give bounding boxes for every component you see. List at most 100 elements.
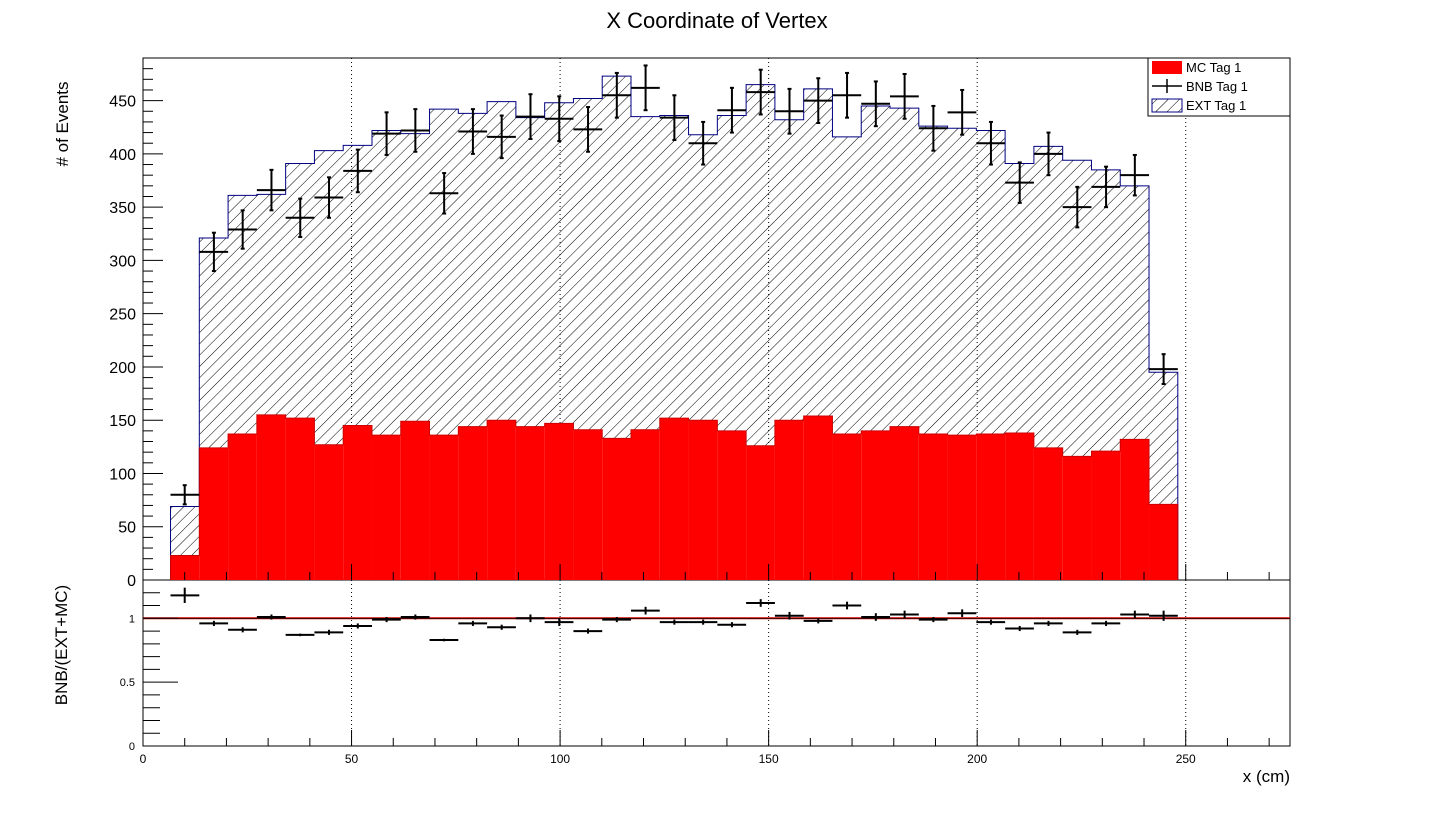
ratio-point [803,618,833,624]
mc-bar [1149,504,1178,580]
bnb-point [343,148,372,194]
ratio-point [918,617,948,623]
mc-bar [199,447,229,580]
ext-bar [1005,163,1034,433]
mc-bar [1091,451,1121,580]
x-axis-label: x (cm) [1243,767,1290,786]
ratio-plot-frame [142,579,1291,747]
ratio-point [688,619,718,625]
mc-bar [458,426,488,580]
ext-bar [774,119,804,421]
mc-bar [976,434,1006,580]
mc-bar [1062,456,1092,580]
mc-bar [890,426,919,580]
ratio-point [573,628,603,634]
ratio-point [170,587,200,603]
bnb-point [1062,185,1092,229]
ext-bar [170,506,200,556]
mc-bar [774,420,804,580]
y-tick-label: 300 [109,253,136,270]
ext-bar [1120,185,1150,440]
bnb-point [1091,165,1121,209]
y-tick-label: 200 [109,360,136,377]
bnb-point [573,106,603,153]
ext-bar [688,134,718,421]
bnb-point [1005,161,1034,204]
bnb-point [170,484,200,506]
bnb-point [803,77,833,124]
bnb-point [1120,153,1150,197]
bnb-point [458,108,488,155]
y-tick-label: 150 [109,413,136,430]
bnb-point [602,71,631,119]
legend-label-ext: EXT Tag 1 [1186,98,1246,113]
bnb-point [861,80,891,128]
ratio-point [400,614,430,620]
mc-bar [602,438,631,580]
mc-bar [256,414,286,580]
ext-bar [918,126,948,435]
ratio-point [1091,620,1121,626]
ratio-point [515,614,545,623]
ratio-point [314,629,344,635]
y-tick-label: 450 [109,94,136,111]
mc-bar [285,418,315,580]
ext-bar [947,128,977,436]
ratio-point [1062,629,1092,635]
mc-bar [947,435,977,580]
bnb-point [314,176,344,219]
ext-bar [717,115,747,431]
ext-bar [429,109,459,436]
y-tick-label: 400 [109,147,136,164]
ext-bar [976,130,1006,435]
ext-bar [890,108,919,427]
bnb-point [630,64,660,112]
ext-bar [1149,372,1178,505]
histogram-bars [170,75,1179,580]
mc-bar [1120,439,1150,580]
ratio-point [285,633,315,637]
x-tick-label: 0 [140,752,147,766]
bnb-point [688,120,718,166]
mc-bar [717,430,747,580]
ratio-tick-label: 0.5 [120,677,135,689]
bnb-point [1149,353,1178,385]
mc-bar [228,434,257,580]
bnb-point [659,94,689,142]
ratio-point [717,622,747,628]
legend-label-bnb: BNB Tag 1 [1186,79,1248,94]
ratio-point [659,619,689,625]
ext-bar [515,117,545,427]
ext-bar [371,130,401,436]
bnb-point [544,95,574,143]
bnb-point [1033,131,1063,177]
ext-bar [602,76,631,439]
ratio-point [774,611,804,620]
legend-swatch-mc [1152,61,1182,74]
ratio-point [544,618,574,626]
bnb-point [400,108,430,153]
ratio-points [143,587,1290,642]
ratio-point [1149,610,1178,621]
ratio-point [458,620,488,626]
ratio-point [256,614,286,620]
x-tick-label: 50 [345,752,359,766]
mc-bar [803,415,833,580]
mc-bar [429,435,459,580]
x-tick-label: 100 [550,752,570,766]
bnb-point [717,86,747,134]
mc-bar [659,418,689,580]
ext-bar [573,98,603,430]
ratio-point [890,610,919,619]
data-points [170,64,1178,506]
axes: 0 50 100 150 200 250 300 350 400 450 0 0.5 1 0 50 100 15… [109,57,1270,766]
mc-bar [1033,447,1063,580]
ratio-point [947,609,977,618]
legend-swatch-bnb [1152,79,1182,93]
x-tick-label: 150 [759,752,779,766]
ext-bar [861,105,891,431]
ratio-tick-label: 1 [129,613,135,625]
ext-bar [746,84,775,446]
bnb-point [429,172,459,215]
ext-bar [803,88,833,416]
